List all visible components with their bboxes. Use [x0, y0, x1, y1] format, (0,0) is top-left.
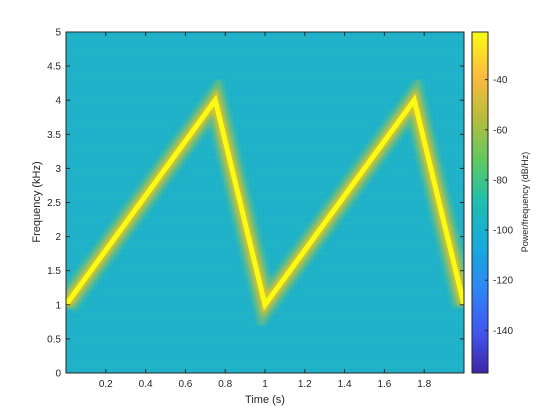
colorbar-tick-label: -120 [493, 276, 513, 287]
y-tick-label: 3 [55, 164, 61, 175]
colorbar-tick-label: -100 [493, 226, 513, 237]
x-tick-label: 1.6 [377, 379, 391, 390]
y-tick-label: 2.5 [47, 198, 61, 209]
plot-area [66, 32, 464, 373]
y-tick-label: 5 [55, 28, 61, 39]
x-tick-label: 1 [262, 379, 268, 390]
colorbar-tick-label: -40 [493, 75, 508, 86]
y-tick-label: 4.5 [47, 62, 61, 73]
x-tick-label: 0.8 [218, 379, 232, 390]
x-tick-label: 1.8 [417, 379, 431, 390]
x-axis-label: Time (s) [245, 394, 285, 406]
x-tick-label: 0.4 [139, 379, 153, 390]
y-tick-label: 1.5 [47, 266, 61, 277]
y-tick-label: 3.5 [47, 130, 61, 141]
x-ticks: 0.2 0.4 0.6 0.8 1 1.2 1.4 1.6 1.8 [99, 32, 432, 390]
colorbar-tick-label: -60 [493, 125, 508, 136]
y-axis-label: Frequency (kHz) [31, 161, 43, 242]
y-tick-label: 1 [55, 300, 61, 311]
colorbar-ticks: -140 -120 -100 -80 -60 -40 [485, 75, 513, 337]
colorbar-label: Power/frequency (dB/Hz) [520, 152, 530, 253]
ridge-layer [66, 74, 464, 331]
y-tick-label: 4 [55, 96, 61, 107]
x-tick-label: 0.2 [99, 379, 113, 390]
y-tick-label: 0.5 [47, 334, 61, 345]
y-ticks: 0 0.5 1 1.5 2 2.5 3 3.5 4 4.5 5 [47, 28, 464, 380]
x-tick-label: 0.6 [178, 379, 192, 390]
colorbar-tick-label: -80 [493, 175, 508, 186]
y-tick-label: 2 [55, 232, 61, 243]
colorbar-tick-label: -140 [493, 326, 513, 337]
axes: 0.2 0.4 0.6 0.8 1 1.2 1.4 1.6 1.8 0 0.5 1 1.5 2 2.5 3 3… [31, 28, 465, 406]
x-tick-label: 1.2 [298, 379, 312, 390]
colorbar-frame [471, 31, 489, 374]
y-tick-label: 0 [55, 369, 61, 380]
colorbar-gradient [472, 32, 488, 373]
x-tick-label: 1.4 [338, 379, 352, 390]
ridge-line [66, 94, 464, 311]
colorbar: -140 -120 -100 -80 -60 -40 Power/frequency (d… [471, 31, 530, 374]
